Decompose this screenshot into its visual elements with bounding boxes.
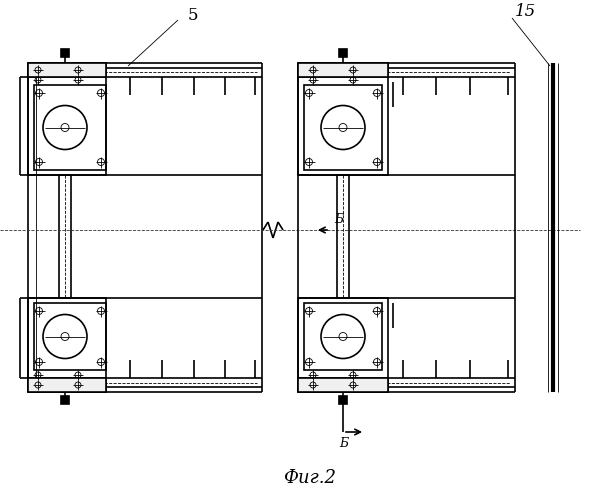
Bar (28, 63, 106, 175)
Bar (304, 85, 382, 170)
Bar (28, 378, 106, 392)
Bar (304, 303, 382, 370)
Bar (34, 303, 106, 370)
Bar (34, 85, 106, 170)
Bar (298, 378, 388, 392)
Bar (298, 298, 388, 392)
Bar (28, 63, 106, 77)
Text: 15: 15 (514, 4, 536, 20)
Bar (298, 63, 388, 175)
Bar (61, 49, 69, 57)
Bar (339, 49, 347, 57)
Text: Фиг.2: Фиг.2 (283, 469, 336, 487)
Bar (339, 396, 347, 404)
Text: Б: Б (334, 213, 343, 226)
Bar (61, 396, 69, 404)
Text: Б: Б (339, 437, 348, 450)
Text: 5: 5 (188, 6, 198, 24)
Bar (28, 298, 106, 392)
Bar (298, 63, 388, 77)
